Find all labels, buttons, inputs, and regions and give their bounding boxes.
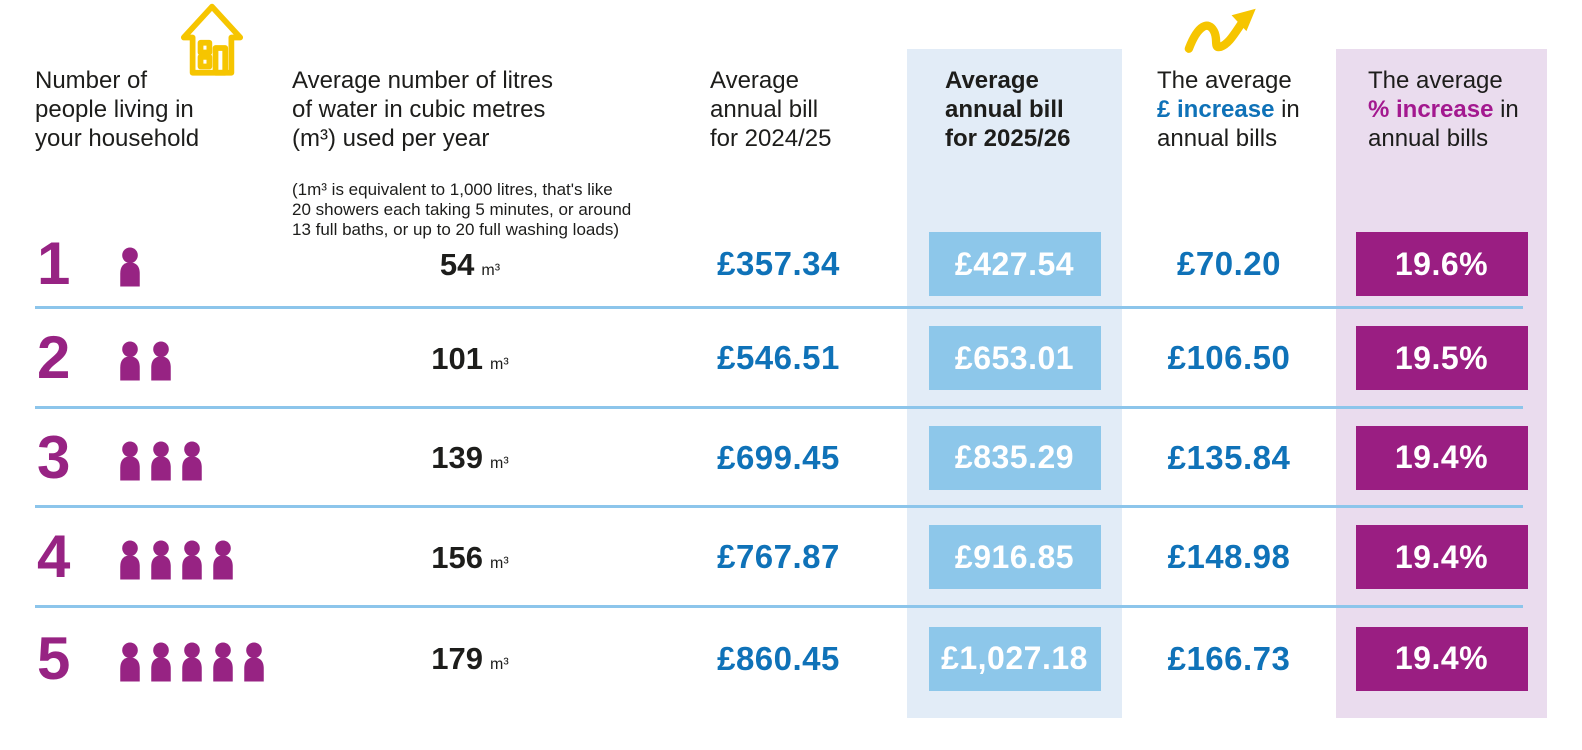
house-icon	[175, 2, 249, 87]
table-row-4-increase-pct: 19.4%	[1336, 507, 1547, 607]
table-row-5-increase-pct: 19.4%	[1336, 607, 1547, 710]
household-size: 2	[37, 324, 71, 391]
usage-unit: m³	[490, 554, 509, 572]
usage-value: 179	[431, 641, 484, 676]
usage-note: (1m³ is equivalent to 1,000 litres, that…	[292, 180, 632, 239]
table-row-1-bill-2024: £357.34	[717, 245, 840, 282]
person-icon	[151, 441, 171, 480]
table-row-3-bill-2024: £699.45	[717, 438, 840, 476]
table-row-5-household: 5	[35, 607, 290, 710]
table-row-2-bill-2025: £653.01	[907, 308, 1122, 408]
table-row-1-bill-2025: £427.54	[907, 220, 1122, 308]
person-icon	[120, 540, 140, 580]
table-row-3-increase-pct: 19.4%	[1336, 408, 1547, 507]
header-text-increase-pct: The average % increase in annual bills	[1368, 67, 1519, 152]
table-row-2-usage: 101 m³	[290, 308, 650, 408]
person-icon	[182, 441, 202, 480]
usage-value: 101	[431, 340, 484, 376]
person-icon	[182, 540, 202, 580]
person-icons	[117, 540, 236, 580]
pct-increase-badge: 19.6%	[1355, 232, 1528, 296]
person-icon	[120, 642, 140, 681]
header-text-increase-gbp: The average £ increase in annual bills	[1157, 67, 1300, 152]
bill-2025-badge: £653.01	[928, 326, 1101, 390]
household-size: 5	[37, 624, 71, 692]
person-icon	[182, 642, 202, 681]
household-size: 1	[37, 230, 71, 297]
row-divider	[35, 306, 1523, 309]
pct-increase-accent: % increase	[1368, 96, 1494, 123]
col-header-bill-2024: Average annual bill for 2024/25	[650, 0, 907, 220]
header-text-household: Number of people living in your househol…	[35, 67, 200, 152]
person-icons	[117, 642, 267, 682]
person-icon	[120, 341, 140, 381]
header-text-bill-2025: Average annual bill for 2025/26	[945, 67, 1071, 152]
table-row-2-household: 2	[35, 308, 290, 408]
col-header-increase-pct: The average % increase in annual bills	[1336, 0, 1547, 220]
table-row-3-bill-2025: £835.29	[907, 408, 1122, 507]
table-row-4-bill-2024: £767.87	[717, 538, 840, 575]
row-divider	[35, 505, 1523, 508]
usage-value: 139	[431, 440, 484, 475]
bill-2025-badge: £427.54	[928, 232, 1101, 296]
table-row-5-increase-gbp: £166.73	[1167, 639, 1291, 677]
bill-2025-badge: £1,027.18	[928, 626, 1101, 691]
person-icons	[117, 341, 174, 381]
table-row-2-bill-2024: £546.51	[717, 339, 840, 376]
table-row-4-bill-2025: £916.85	[907, 507, 1122, 607]
pct-increase-badge: 19.4%	[1355, 525, 1528, 589]
household-size: 4	[37, 523, 71, 590]
bill-2025-badge: £916.85	[928, 525, 1101, 589]
row-divider	[35, 605, 1523, 608]
person-icons	[117, 441, 205, 481]
table-row-5-bill-2024: £860.45	[717, 639, 840, 677]
table-row-1-usage: 54 m³	[290, 220, 650, 308]
header-text-bill-2024: Average annual bill for 2024/25	[710, 67, 832, 152]
table-row-2-increase-gbp: £106.50	[1167, 339, 1291, 376]
pct-increase-badge: 19.4%	[1355, 626, 1528, 691]
table-row-4-usage: 156 m³	[290, 507, 650, 607]
table-row-2-increase-pct: 19.5%	[1336, 308, 1547, 408]
pct-increase-badge: 19.4%	[1355, 425, 1528, 490]
usage-unit: m³	[481, 261, 501, 279]
person-icon	[244, 642, 264, 681]
row-divider	[35, 406, 1523, 409]
usage-value: 156	[431, 539, 484, 575]
table-row-5-bill-2025: £1,027.18	[907, 607, 1122, 710]
person-icon	[213, 540, 233, 580]
table-row-3-usage: 139 m³	[290, 408, 650, 507]
person-icon	[120, 441, 140, 480]
usage-unit: m³	[490, 656, 509, 673]
header-text-usage: Average number of litres of water in cub…	[292, 67, 554, 152]
person-icon	[151, 540, 171, 580]
table-row-4-household: 4	[35, 507, 290, 607]
gbp-increase-accent: £ increase	[1157, 96, 1275, 123]
usage-unit: m³	[490, 455, 509, 472]
pct-increase-badge: 19.5%	[1355, 326, 1528, 390]
table-row-3-household: 3	[35, 408, 290, 507]
usage-unit: m³	[490, 355, 509, 373]
person-icon	[120, 247, 140, 287]
table-row-3-increase-gbp: £135.84	[1167, 438, 1291, 476]
usage-value: 54	[439, 246, 475, 282]
person-icon	[151, 642, 171, 681]
table-row-1-household: 1	[35, 220, 290, 308]
person-icon	[213, 642, 233, 681]
table-row-4-increase-gbp: £148.98	[1167, 538, 1291, 575]
col-header-increase-gbp: The average £ increase in annual bills	[1122, 0, 1336, 220]
col-header-household: Number of people living in your househol…	[35, 0, 290, 220]
table-row-5-usage: 179 m³	[290, 607, 650, 710]
person-icon	[151, 341, 171, 381]
col-header-usage: Average number of litres of water in cub…	[290, 0, 650, 239]
household-size: 3	[37, 423, 71, 491]
trend-up-arrow-icon	[1180, 6, 1298, 65]
person-icons	[117, 247, 143, 287]
table-row-1-increase-pct: 19.6%	[1336, 220, 1547, 308]
table-row-1-increase-gbp: £70.20	[1177, 245, 1281, 282]
bill-2025-badge: £835.29	[928, 425, 1101, 490]
col-header-bill-2025: Average annual bill for 2025/26	[907, 0, 1122, 220]
